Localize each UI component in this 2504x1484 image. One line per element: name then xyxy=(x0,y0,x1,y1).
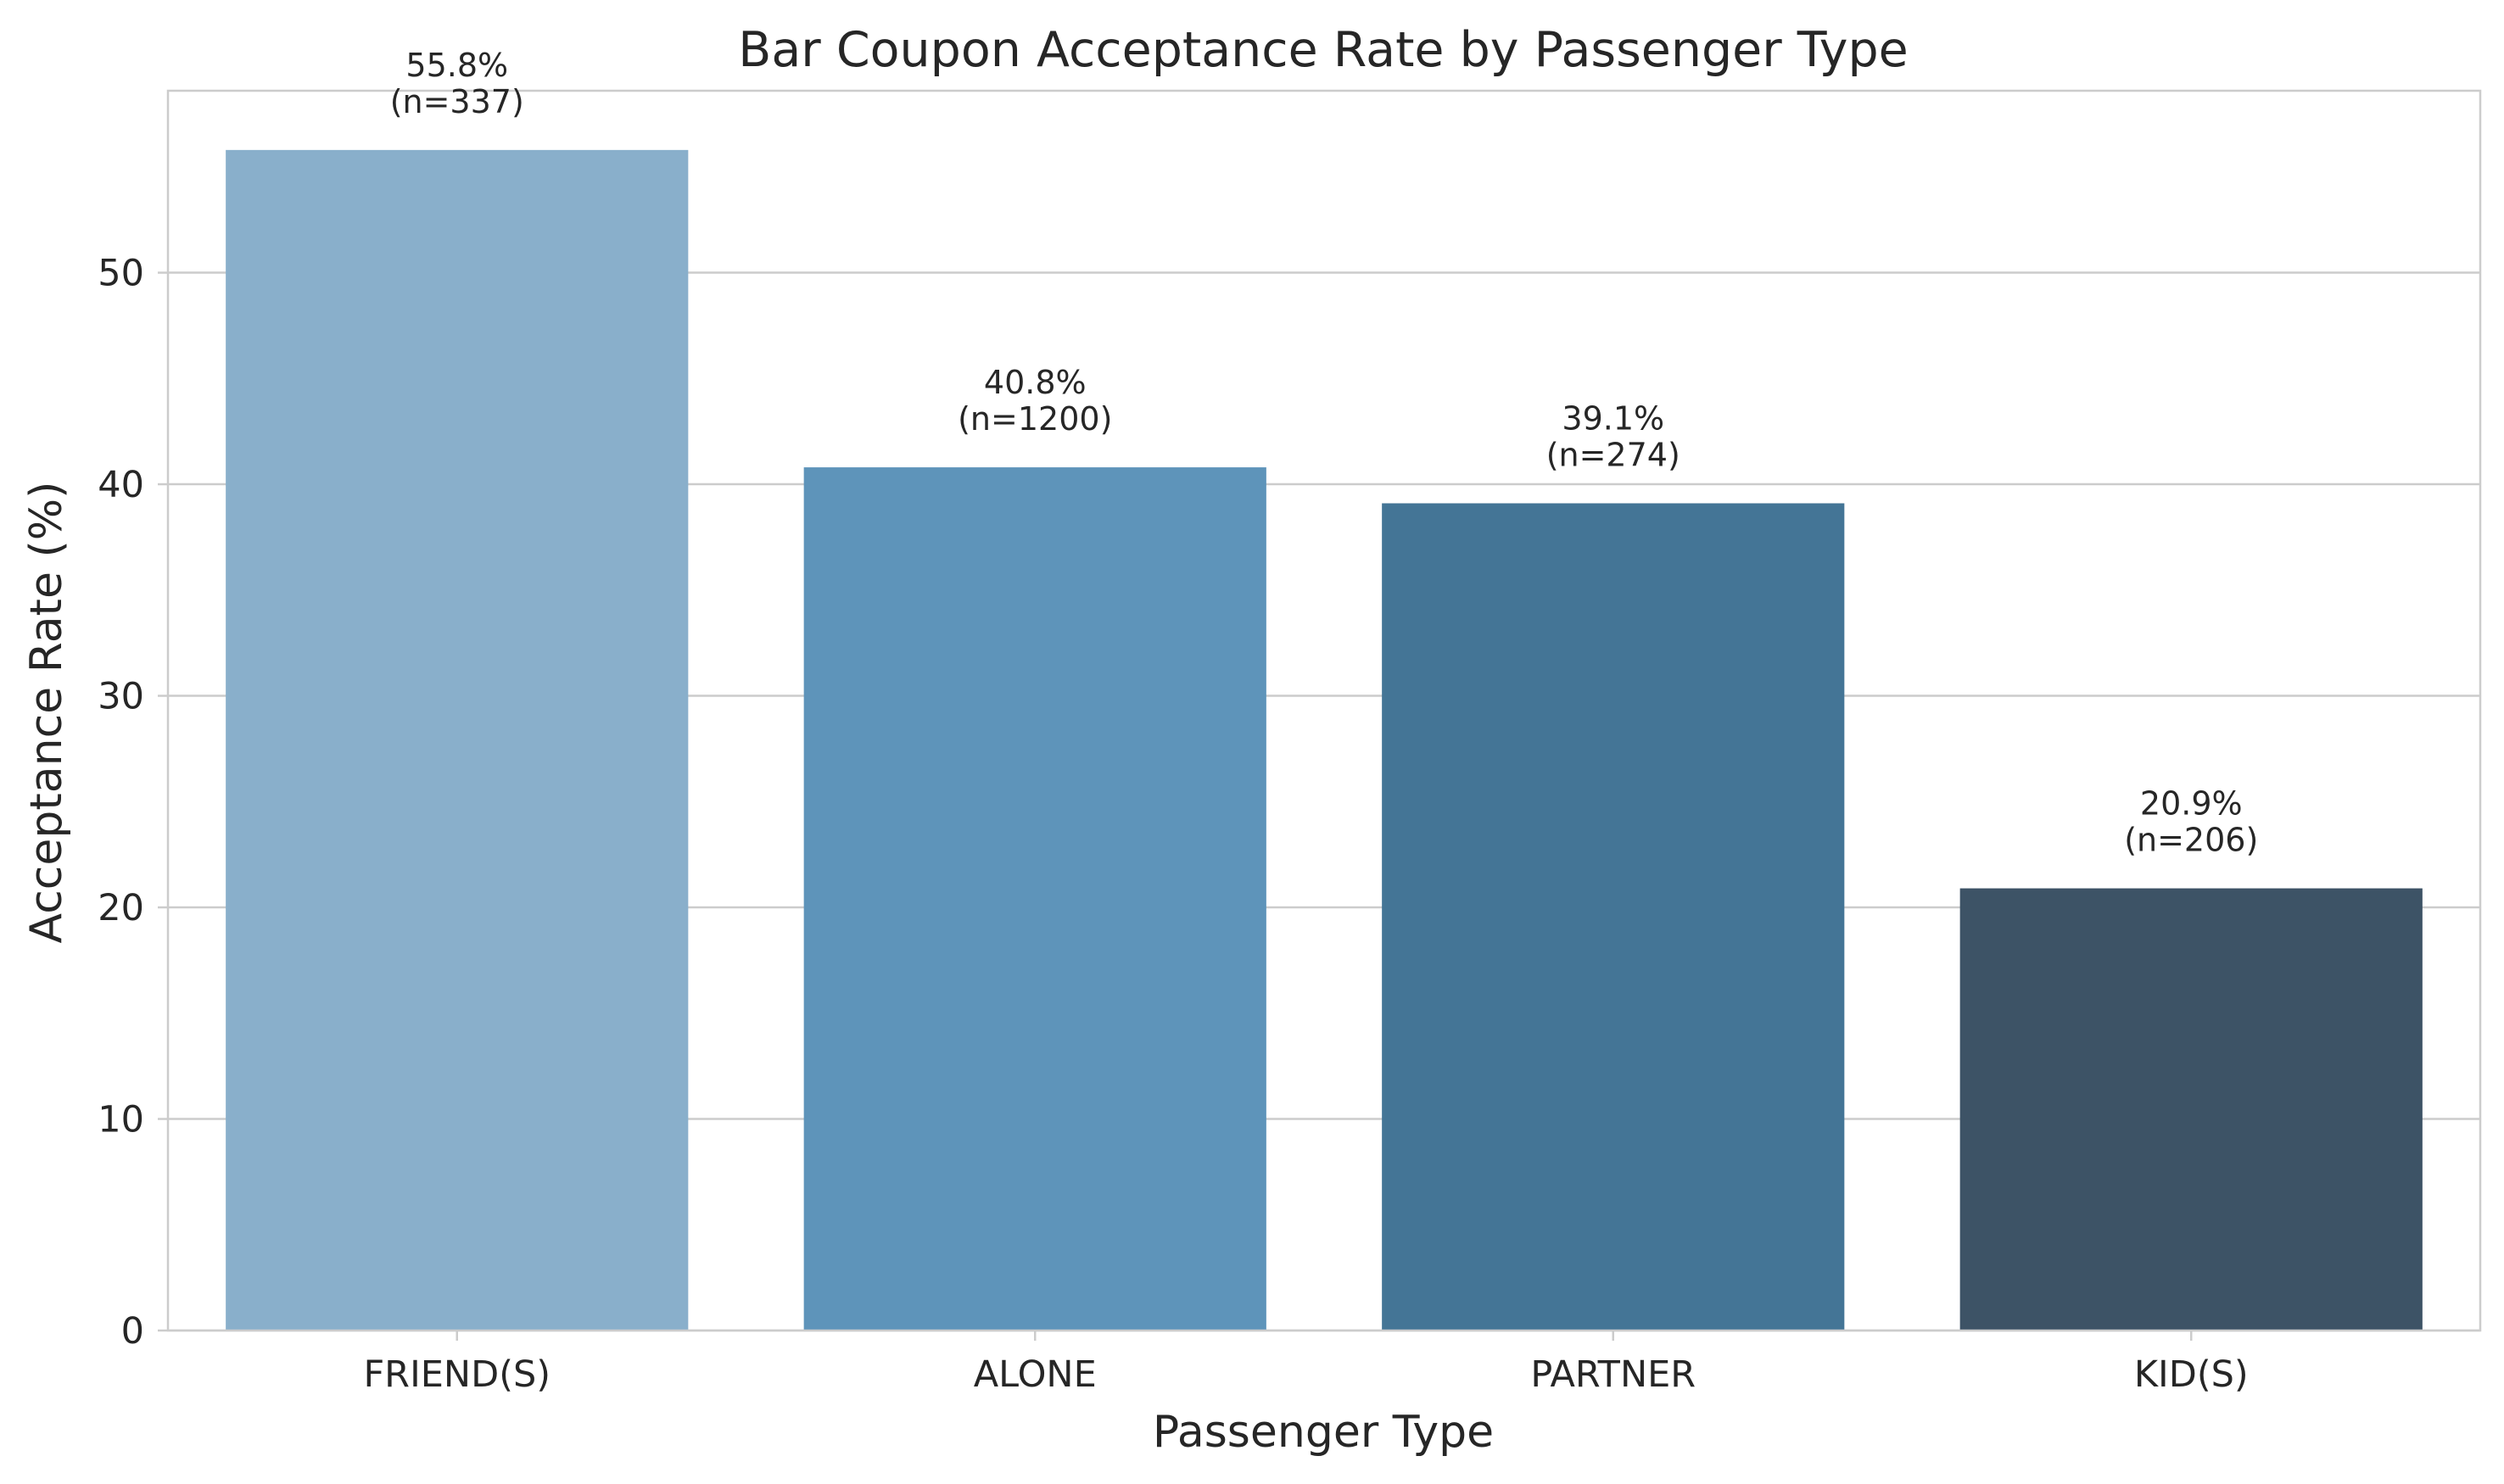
bar-count-label: (n=337) xyxy=(390,83,524,120)
y-axis-title: Acceptance Rate (%) xyxy=(21,482,72,944)
y-tick-label: 30 xyxy=(98,676,144,718)
bar-count-label: (n=1200) xyxy=(958,400,1112,438)
y-axis-ticks: 0 10 20 30 40 50 xyxy=(98,253,168,1353)
x-tick-label: ALONE xyxy=(974,1353,1097,1396)
bars xyxy=(226,149,2423,1331)
plot-frame xyxy=(166,89,2482,1332)
x-tick-label: PARTNER xyxy=(1530,1353,1696,1396)
bar-value-label: 39.1% xyxy=(1562,400,1664,438)
bar-value-label: 20.9% xyxy=(2140,785,2243,823)
chart-title: Bar Coupon Acceptance Rate by Passenger … xyxy=(738,22,1908,78)
x-tick-label: KID(S) xyxy=(2134,1353,2249,1396)
y-tick-label: 40 xyxy=(98,464,144,506)
bar-partner xyxy=(1382,503,1845,1331)
y-tick-label: 20 xyxy=(98,887,144,929)
bar-value-label: 55.8% xyxy=(405,47,508,84)
bar-count-label: (n=274) xyxy=(1546,437,1680,474)
bar-alone xyxy=(803,467,1266,1331)
y-tick-label: 10 xyxy=(98,1099,144,1141)
x-axis-ticks: FRIEND(S) ALONE PARTNER KID(S) xyxy=(363,1331,2249,1396)
bar-kids xyxy=(1959,888,2423,1331)
y-tick-label: 50 xyxy=(98,253,144,295)
x-axis-title: Passenger Type xyxy=(1153,1407,1494,1458)
y-tick-label: 0 xyxy=(121,1310,144,1353)
bar-value-label: 40.8% xyxy=(984,364,1087,401)
data-labels: 55.8%(n=337) 40.8%(n=1200) 39.1%(n=274) 20.… xyxy=(390,47,2259,859)
bar-friends xyxy=(226,149,689,1331)
bar-count-label: (n=206) xyxy=(2124,822,2258,859)
x-tick-label: FRIEND(S) xyxy=(363,1353,551,1396)
